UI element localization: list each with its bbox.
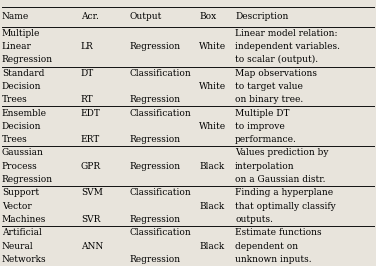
Text: Ensemble: Ensemble — [2, 109, 47, 118]
Text: Black: Black — [199, 162, 224, 171]
Text: Linear: Linear — [2, 42, 32, 51]
Text: Artificial: Artificial — [2, 228, 42, 237]
Text: SVM: SVM — [81, 188, 103, 197]
Text: Regression: Regression — [130, 215, 181, 224]
Text: Regression: Regression — [130, 42, 181, 51]
Text: Decision: Decision — [2, 82, 41, 91]
Text: SVR: SVR — [81, 215, 100, 224]
Text: Acr.: Acr. — [81, 12, 99, 21]
Text: Regression: Regression — [2, 175, 53, 184]
Text: to scalar (output).: to scalar (output). — [235, 55, 318, 64]
Text: Regression: Regression — [130, 255, 181, 264]
Text: White: White — [199, 42, 226, 51]
Text: Classification: Classification — [130, 188, 191, 197]
Text: Support: Support — [2, 188, 39, 197]
Text: Networks: Networks — [2, 255, 47, 264]
Text: Vector: Vector — [2, 202, 32, 211]
Text: Trees: Trees — [2, 135, 27, 144]
Text: Decision: Decision — [2, 122, 41, 131]
Text: Regression: Regression — [130, 135, 181, 144]
Text: on a Gaussian distr.: on a Gaussian distr. — [235, 175, 326, 184]
Text: to improve: to improve — [235, 122, 285, 131]
Text: White: White — [199, 122, 226, 131]
Text: Multiple: Multiple — [2, 29, 40, 38]
Text: ERT: ERT — [81, 135, 100, 144]
Text: Output: Output — [130, 12, 162, 21]
Text: Regression: Regression — [2, 55, 53, 64]
Text: Machines: Machines — [2, 215, 46, 224]
Text: Estimate functions: Estimate functions — [235, 228, 321, 237]
Text: Neural: Neural — [2, 242, 33, 251]
Text: Map observations: Map observations — [235, 69, 317, 78]
Text: unknown inputs.: unknown inputs. — [235, 255, 312, 264]
Text: Regression: Regression — [130, 162, 181, 171]
Text: Values prediction by: Values prediction by — [235, 148, 329, 157]
Text: EDT: EDT — [81, 109, 101, 118]
Text: Name: Name — [2, 12, 29, 21]
Text: Finding a hyperplane: Finding a hyperplane — [235, 188, 333, 197]
Text: DT: DT — [81, 69, 94, 78]
Text: Regression: Regression — [130, 95, 181, 104]
Text: Classification: Classification — [130, 69, 191, 78]
Text: GPR: GPR — [81, 162, 101, 171]
Text: Trees: Trees — [2, 95, 27, 104]
Text: Multiple DT: Multiple DT — [235, 109, 290, 118]
Text: Black: Black — [199, 202, 224, 211]
Text: Black: Black — [199, 242, 224, 251]
Text: interpolation: interpolation — [235, 162, 295, 171]
Text: ANN: ANN — [81, 242, 103, 251]
Text: RT: RT — [81, 95, 94, 104]
Text: Classification: Classification — [130, 228, 191, 237]
Text: outputs.: outputs. — [235, 215, 273, 224]
Text: Classification: Classification — [130, 109, 191, 118]
Text: on binary tree.: on binary tree. — [235, 95, 303, 104]
Text: Standard: Standard — [2, 69, 44, 78]
Text: Linear model relation:: Linear model relation: — [235, 29, 338, 38]
Text: Box: Box — [199, 12, 217, 21]
Text: Description: Description — [235, 12, 288, 21]
Text: White: White — [199, 82, 226, 91]
Text: that optimally classify: that optimally classify — [235, 202, 336, 211]
Text: LR: LR — [81, 42, 94, 51]
Text: independent variables.: independent variables. — [235, 42, 340, 51]
Text: Gaussian: Gaussian — [2, 148, 44, 157]
Text: dependent on: dependent on — [235, 242, 298, 251]
Text: performance.: performance. — [235, 135, 297, 144]
Text: to target value: to target value — [235, 82, 303, 91]
Text: Process: Process — [2, 162, 38, 171]
